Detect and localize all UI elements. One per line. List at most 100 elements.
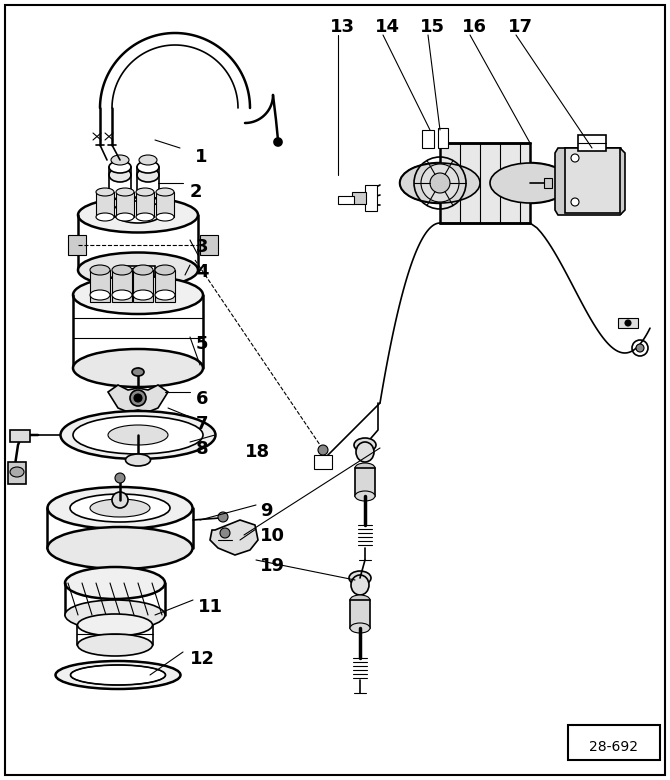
Ellipse shape [10, 467, 24, 477]
Polygon shape [108, 385, 168, 412]
Text: 8: 8 [196, 440, 208, 458]
Ellipse shape [351, 575, 369, 595]
Ellipse shape [113, 201, 163, 223]
Text: 11: 11 [198, 598, 223, 616]
Ellipse shape [78, 634, 153, 656]
Ellipse shape [96, 213, 114, 221]
Circle shape [318, 445, 328, 455]
Ellipse shape [65, 600, 165, 630]
Bar [618, 318, 638, 328]
Text: 12: 12 [190, 650, 215, 668]
Text: 19: 19 [260, 557, 285, 575]
Ellipse shape [90, 265, 110, 275]
Circle shape [218, 512, 228, 522]
Bar [350, 600, 370, 628]
Ellipse shape [112, 265, 132, 275]
Circle shape [571, 154, 579, 162]
Bar [568, 725, 660, 760]
Ellipse shape [136, 213, 154, 221]
Bar [355, 468, 375, 496]
Ellipse shape [73, 276, 203, 314]
Ellipse shape [156, 188, 174, 196]
Ellipse shape [133, 265, 153, 275]
Ellipse shape [137, 168, 159, 182]
Bar [133, 270, 153, 302]
Ellipse shape [124, 268, 152, 284]
Text: 16: 16 [462, 18, 487, 36]
Bar [352, 192, 366, 204]
Text: 15: 15 [420, 18, 445, 36]
Bar [314, 455, 332, 469]
Circle shape [636, 344, 644, 352]
Text: 5: 5 [196, 335, 208, 353]
Ellipse shape [90, 290, 110, 300]
Ellipse shape [156, 213, 174, 221]
Circle shape [625, 320, 631, 326]
Ellipse shape [56, 661, 180, 689]
Ellipse shape [139, 155, 157, 165]
Ellipse shape [78, 197, 198, 232]
Bar [10, 430, 30, 442]
Text: 6: 6 [196, 390, 208, 408]
Ellipse shape [355, 491, 375, 501]
Bar [578, 135, 606, 151]
Bar [145, 270, 153, 278]
Ellipse shape [421, 164, 459, 202]
Polygon shape [555, 148, 625, 215]
Circle shape [115, 473, 125, 483]
Circle shape [130, 390, 146, 406]
Text: 17: 17 [508, 18, 533, 36]
Circle shape [571, 198, 579, 206]
Ellipse shape [350, 595, 370, 605]
Text: 9: 9 [260, 502, 273, 520]
Ellipse shape [490, 163, 570, 203]
Ellipse shape [350, 623, 370, 633]
Ellipse shape [109, 161, 131, 173]
Ellipse shape [60, 411, 216, 459]
Text: 2: 2 [190, 183, 202, 201]
Bar [90, 270, 110, 302]
Ellipse shape [356, 442, 374, 462]
Ellipse shape [137, 161, 159, 173]
Bar [8, 462, 26, 484]
Ellipse shape [355, 463, 375, 473]
Bar [112, 270, 132, 302]
Bar [125, 270, 133, 278]
Ellipse shape [78, 614, 153, 636]
Bar [422, 130, 434, 148]
Bar [565, 148, 620, 213]
Ellipse shape [132, 368, 144, 376]
Bar [155, 270, 175, 302]
Ellipse shape [70, 494, 170, 522]
Ellipse shape [349, 571, 371, 585]
Bar [438, 128, 448, 148]
Ellipse shape [112, 290, 132, 300]
Ellipse shape [155, 290, 175, 300]
Ellipse shape [136, 188, 154, 196]
Text: 14: 14 [375, 18, 400, 36]
Ellipse shape [96, 188, 114, 196]
Ellipse shape [90, 499, 150, 517]
Bar [156, 192, 174, 217]
Bar [116, 192, 134, 217]
Ellipse shape [109, 168, 131, 182]
Text: 7: 7 [196, 415, 208, 433]
Circle shape [220, 528, 230, 538]
Ellipse shape [155, 265, 175, 275]
Ellipse shape [48, 527, 192, 569]
Text: 3: 3 [196, 238, 208, 256]
Ellipse shape [354, 438, 376, 452]
Polygon shape [210, 520, 258, 555]
Ellipse shape [111, 155, 129, 165]
Ellipse shape [430, 173, 450, 193]
Text: 4: 4 [196, 263, 208, 281]
Bar [136, 192, 154, 217]
Bar [338, 196, 354, 204]
Ellipse shape [48, 487, 192, 529]
Bar [565, 148, 620, 213]
Ellipse shape [70, 665, 165, 685]
Bar [68, 235, 86, 255]
Ellipse shape [73, 416, 203, 454]
Ellipse shape [108, 425, 168, 445]
Ellipse shape [490, 163, 570, 203]
